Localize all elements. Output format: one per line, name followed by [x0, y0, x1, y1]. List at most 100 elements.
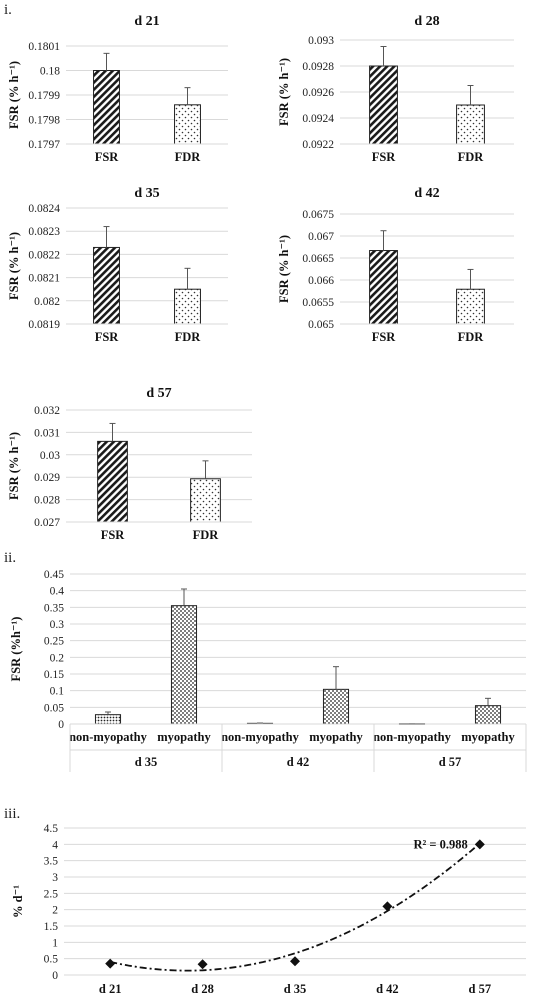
- y-tick-label: 0.0819: [28, 319, 60, 331]
- y-tick-label: 1.5: [44, 921, 59, 933]
- x-tick-label: myopathy: [461, 730, 515, 744]
- bar: [94, 714, 122, 725]
- bar: [456, 104, 485, 145]
- x-tick-label: FSR: [95, 330, 120, 344]
- y-tick-label: 0.5: [44, 954, 59, 966]
- y-tick-label: 0.3: [50, 619, 65, 631]
- x-tick-label: FSR: [372, 330, 397, 344]
- bar: [170, 605, 198, 725]
- x-tick-label: FDR: [175, 150, 202, 164]
- panel-label-ii: ii.: [4, 550, 17, 566]
- y-tick-label: 0.1797: [28, 139, 60, 151]
- y-tick-label: 0.2: [50, 652, 65, 664]
- x-tick-label: myopathy: [157, 730, 211, 744]
- y-tick-label: 0.082: [34, 296, 60, 308]
- data-point: [290, 956, 300, 967]
- chart-d57: 0.027 0.028 0.029 0.03 0.031 0.032 FSR (% h⁻¹)…: [7, 386, 252, 542]
- y-tick-label: 0.065: [308, 319, 334, 331]
- x-tick-label: FDR: [175, 330, 202, 344]
- y-tick-label: 0.05: [44, 702, 64, 714]
- y-tick-label: 0.4: [50, 586, 65, 598]
- x-tick-label: d 42: [376, 982, 399, 996]
- trendline: [110, 842, 481, 972]
- y-tick-label: 0: [58, 719, 64, 731]
- y-axis-label: FSR (% h⁻¹): [277, 235, 291, 303]
- y-tick-label: 0.0821: [28, 273, 60, 285]
- group-label: d 35: [135, 755, 158, 769]
- y-tick-label: 0.067: [308, 231, 334, 243]
- x-tick-label: d 28: [191, 982, 214, 996]
- bar: [190, 478, 221, 523]
- y-tick-label: 0.027: [34, 517, 60, 529]
- x-tick-label: non-myopathy: [221, 730, 300, 744]
- y-tick-label: 0.18: [40, 66, 60, 78]
- r-squared-label: R² = 0.988: [414, 837, 468, 851]
- y-tick-label: 0.0675: [302, 209, 334, 221]
- chart-d21: 0.1797 0.1798 0.1799 0.18 0.1801 FSR (% h⁻¹) d…: [7, 14, 228, 164]
- x-tick-label: FSR: [372, 150, 397, 164]
- bar: [369, 65, 398, 145]
- y-tick-label: 0.0922: [302, 139, 334, 151]
- y-tick-label: 4.5: [44, 823, 59, 835]
- y-tick-label: 0: [52, 970, 58, 982]
- y-axis-label: % d⁻¹: [11, 885, 25, 918]
- y-tick-label: 0.0924: [302, 113, 334, 125]
- group-label: d 57: [439, 755, 462, 769]
- bar: [93, 246, 120, 325]
- x-tick-label: FSR: [101, 528, 126, 542]
- y-tick-label: 3: [52, 872, 58, 884]
- chart-d35: 0.0819 0.082 0.0821 0.0822 0.0823 0.0824 FSR (…: [7, 186, 228, 344]
- y-axis-label: FSR (%h⁻¹): [9, 617, 23, 682]
- chart-title: d 28: [414, 14, 439, 29]
- chart-d28: 0.0922 0.0924 0.0926 0.0928 0.093 FSR (% h⁻¹)…: [277, 14, 514, 164]
- chart-title: d 35: [134, 186, 159, 201]
- y-tick-label: 0.0665: [302, 253, 334, 265]
- y-tick-label: 1: [52, 937, 58, 949]
- data-point: [105, 958, 116, 969]
- bar: [474, 705, 502, 725]
- chart-title: d 57: [146, 386, 171, 401]
- y-tick-label: 0.031: [34, 427, 60, 439]
- y-tick-label: 0.0655: [302, 297, 334, 309]
- group-label: d 42: [287, 755, 310, 769]
- x-tick-label: FDR: [193, 528, 220, 542]
- y-tick-label: 0.093: [308, 35, 334, 47]
- x-tick-label: FDR: [458, 330, 485, 344]
- y-tick-label: 2.5: [44, 888, 59, 900]
- y-tick-label: 0.0824: [28, 203, 60, 215]
- x-tick-label: FDR: [458, 150, 485, 164]
- x-tick-label: d 21: [99, 982, 122, 996]
- bar: [97, 440, 128, 523]
- chart-title: d 42: [414, 186, 439, 201]
- x-tick-label: d 57: [469, 982, 492, 996]
- chart-myopathy: 0 0.05 0.1 0.15 0.2 0.25 0.3 0.35 0.4 0.45 FSR (%h…: [9, 569, 527, 772]
- y-tick-label: 4: [52, 839, 58, 851]
- bar: [369, 250, 398, 325]
- y-tick-label: 0.0822: [28, 249, 60, 261]
- y-tick-label: 0.1799: [28, 90, 60, 102]
- y-tick-label: 0.028: [34, 495, 60, 507]
- y-axis-label: FSR (% h⁻¹): [7, 61, 21, 129]
- bar: [322, 688, 350, 725]
- data-point: [474, 839, 485, 850]
- y-axis-label: FSR (% h⁻¹): [277, 58, 291, 126]
- chart-d42: 0.065 0.0655 0.066 0.0665 0.067 0.0675 FSR (% …: [277, 186, 514, 344]
- panel-label-iii: iii.: [4, 806, 21, 822]
- y-tick-label: 0.45: [44, 569, 64, 581]
- data-point: [382, 901, 393, 912]
- x-tick-label: non-myopathy: [373, 730, 452, 744]
- panel-label-i: i.: [4, 2, 12, 18]
- y-tick-label: 0.066: [308, 275, 334, 287]
- y-tick-label: 0.1798: [28, 115, 60, 127]
- x-tick-label: myopathy: [309, 730, 363, 744]
- y-tick-label: 3.5: [44, 856, 59, 868]
- y-tick-label: 0.15: [44, 669, 64, 681]
- y-tick-label: 0.0823: [28, 226, 60, 238]
- chart-trend: 0 0.5 1 1.5 2 2.5 3 3.5 4 4.5 % d⁻¹ d 21 d 28 d 35 d 4…: [11, 823, 526, 996]
- y-tick-label: 0.03: [40, 450, 60, 462]
- y-axis-label: FSR (% h⁻¹): [7, 232, 21, 300]
- y-tick-label: 0.25: [44, 636, 64, 648]
- x-tick-label: FSR: [95, 150, 120, 164]
- chart-title: d 21: [134, 14, 159, 29]
- y-axis-label: FSR (% h⁻¹): [7, 432, 21, 500]
